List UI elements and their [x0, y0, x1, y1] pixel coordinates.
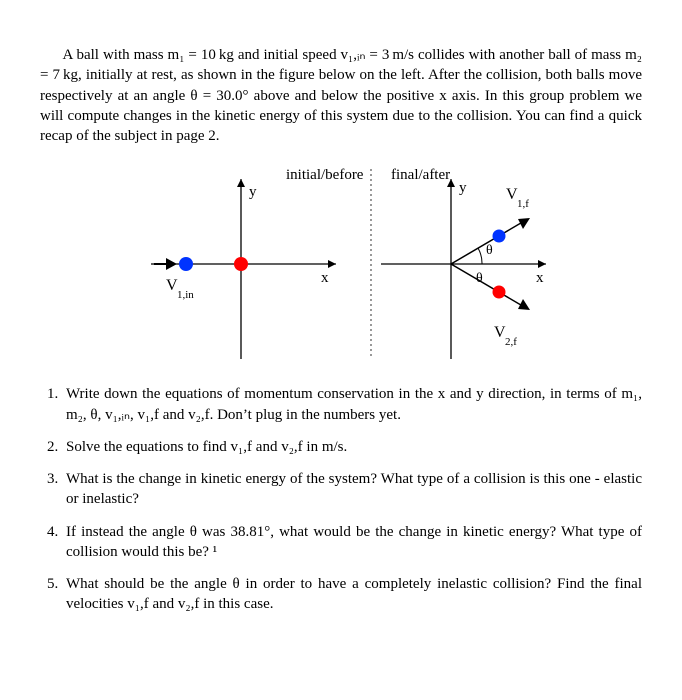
after-panel: x y V 1,f θ V 2,f θ [381, 179, 546, 359]
figure-container: initial/before final/after x y V 1,in x … [40, 164, 642, 364]
v1in-sub: 1,in [177, 289, 194, 301]
y-label-before: y [249, 184, 257, 200]
ball2-before [234, 257, 248, 271]
question-5: What should be the angle θ in order to h… [62, 574, 642, 615]
theta-upper: θ [486, 243, 493, 258]
intro-paragraph: A ball with mass m₁ = 10 kg and initial … [40, 45, 642, 146]
v2f-sub: 2,f [505, 336, 517, 348]
x-label-before: x [321, 270, 329, 286]
ball1-after [493, 230, 506, 243]
question-list: Write down the equations of momentum con… [40, 384, 642, 614]
collision-diagram: initial/before final/after x y V 1,in x … [111, 164, 571, 364]
ball1-before [179, 257, 193, 271]
theta-lower: θ [476, 271, 483, 286]
label-before: initial/before [286, 167, 364, 183]
before-panel: x y V 1,in [151, 179, 336, 359]
label-after: final/after [391, 167, 450, 183]
question-3: What is the change in kinetic energy of … [62, 469, 642, 510]
x-label-after: x [536, 270, 544, 286]
v1f-sub: 1,f [517, 198, 529, 210]
ball2-after [493, 286, 506, 299]
question-4: If instead the angle θ was 38.81°, what … [62, 522, 642, 563]
question-1: Write down the equations of momentum con… [62, 384, 642, 425]
question-2: Solve the equations to find v₁,f and v₂,… [62, 437, 642, 457]
y-label-after: y [459, 180, 467, 196]
